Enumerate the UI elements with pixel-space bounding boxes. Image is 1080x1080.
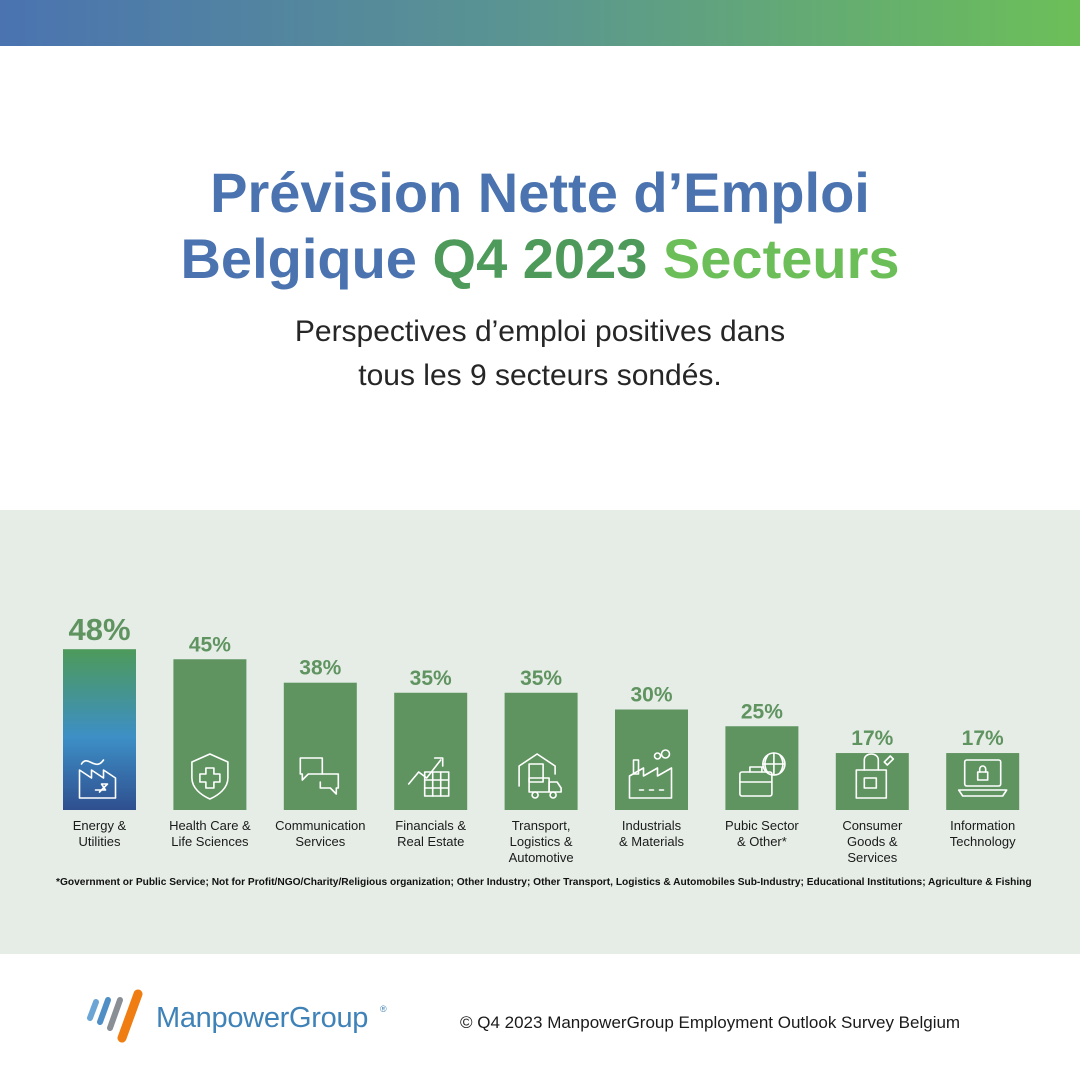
shopping-bag-icon <box>855 753 895 799</box>
category-label-2: Communication Services <box>275 818 365 849</box>
title-country: Belgique <box>180 227 433 290</box>
subtitle: Perspectives d’emploi positives dans tou… <box>0 310 1080 398</box>
category-label-7: Consumer Goods & Services <box>842 818 903 865</box>
category-label-3: Financials & Real Estate <box>395 818 466 849</box>
briefcase-globe-icon <box>739 752 786 797</box>
category-label-0: Energy & Utilities <box>73 818 127 849</box>
bar-4 <box>504 692 578 810</box>
value-label-0: 48% <box>68 612 130 647</box>
category-label-5: Industrials & Materials <box>619 818 685 849</box>
title-period: Q4 2023 <box>432 227 663 290</box>
value-label-1: 45% <box>189 633 231 656</box>
health-shield-cross-icon <box>191 753 229 800</box>
bar-8 <box>946 753 1020 810</box>
category-label-8: Information Technology <box>950 818 1016 849</box>
value-label-8: 17% <box>962 727 1004 750</box>
factory-icon <box>628 749 673 799</box>
page-title: Prévision Nette d’Emploi Belgique Q4 202… <box>0 160 1080 292</box>
bar-0 <box>63 649 136 810</box>
bar-7 <box>835 753 909 810</box>
bar-1 <box>173 659 247 810</box>
value-label-6: 25% <box>741 700 783 723</box>
laptop-lock-icon <box>957 759 1008 797</box>
title-line-1: Prévision Nette d’Emploi <box>210 161 870 224</box>
value-label-3: 35% <box>410 667 452 690</box>
top-gradient-bar <box>0 0 1080 46</box>
subtitle-line-2: tous les 9 secteurs sondés. <box>358 359 722 392</box>
subtitle-line-1: Perspectives d’emploi positives dans <box>294 315 786 348</box>
growth-chart-icon <box>407 757 450 797</box>
category-label-6: Pubic Sector & Other* <box>725 818 799 849</box>
factory-energy-icon <box>78 759 117 799</box>
bar-5 <box>615 709 688 810</box>
speech-bubbles-icon <box>299 757 340 795</box>
value-label-7: 17% <box>851 727 893 750</box>
title-line-2: Belgique Q4 2023 Secteurs <box>0 226 1080 292</box>
category-label-1: Health Care & Life Sciences <box>169 818 251 849</box>
copyright-text: © Q4 2023 ManpowerGroup Employment Outlo… <box>460 1013 961 1032</box>
logo-registered-mark: ® <box>380 1004 387 1014</box>
value-label-4: 35% <box>520 667 562 690</box>
bar-2 <box>283 682 357 810</box>
bar-3 <box>394 692 468 810</box>
title-sectors: Secteurs <box>662 227 900 290</box>
manpowergroup-logo-icon <box>87 989 143 1043</box>
warehouse-truck-icon <box>518 753 562 799</box>
logo-text: ManpowerGroup <box>156 1002 369 1034</box>
category-label-4: Transport, Logistics & Automotive <box>509 818 574 865</box>
value-label-2: 38% <box>299 657 341 680</box>
chart-footnote: *Government or Public Service; Not for P… <box>56 877 1032 888</box>
value-label-5: 30% <box>630 684 672 707</box>
